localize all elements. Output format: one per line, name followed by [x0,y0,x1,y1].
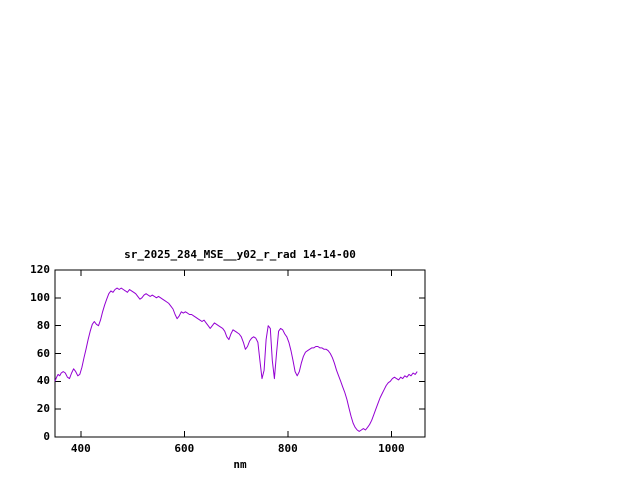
series-line [54,287,418,432]
y-tick-label: 80 [36,318,50,332]
x-tick-label: 600 [174,442,195,455]
y-tick-label: 20 [36,402,50,416]
y-tick-label: 120 [30,263,50,276]
x-axis-label: nm [233,458,247,471]
x-tick-label: 800 [277,442,298,455]
x-tick-label: 400 [70,442,91,455]
y-tick-label: 0 [43,430,50,443]
x-tick-label: 1000 [378,442,405,455]
y-tick-label: 40 [36,374,50,388]
y-tick-label: 60 [36,346,50,360]
plot-border [54,269,426,438]
y-tick-label: 100 [30,290,50,304]
chart-title: sr_2025_284_MSE__y02_r_rad 14-14-00 [124,248,356,261]
